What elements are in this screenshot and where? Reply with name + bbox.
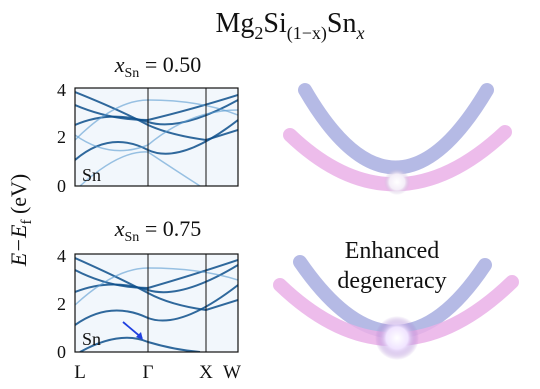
- y-tick-label: 4: [57, 80, 66, 100]
- y-tick-label: 2: [57, 127, 66, 147]
- label-sub: Sn: [125, 230, 140, 245]
- band-structure: [75, 88, 238, 186]
- y-axis-label: E−Ef (eV): [6, 174, 35, 268]
- x-tick-label: W: [223, 362, 241, 383]
- title-part: Si: [263, 8, 287, 39]
- y-tick-label: 0: [57, 176, 66, 196]
- x-tick-label: L: [74, 362, 86, 383]
- tubes-top: [283, 83, 512, 195]
- title-sub: x: [355, 23, 364, 43]
- y-tick-label: 2: [57, 294, 66, 314]
- label-sub: Sn: [125, 66, 140, 81]
- label-sub: f: [19, 220, 35, 225]
- label-part: E−E: [6, 224, 31, 267]
- panel-label: xSn = 0.50: [114, 52, 201, 81]
- band-structure: [75, 254, 238, 352]
- y-tick-label: 0: [57, 342, 66, 362]
- title-part: Sn: [327, 8, 357, 39]
- inner-label: Sn: [82, 165, 101, 185]
- label-part: (eV): [6, 174, 31, 220]
- label-part: x: [114, 52, 125, 77]
- label-part: = 0.75: [139, 216, 201, 241]
- tubes-bottom: [273, 255, 519, 360]
- title-sub: (1−x): [287, 23, 327, 44]
- annotation: Enhanced: [345, 238, 440, 264]
- title: Mg2Si(1−x)Snx: [216, 8, 365, 44]
- title-sub: 2: [254, 23, 263, 43]
- inner-label: Sn: [82, 329, 101, 349]
- title-part: Mg: [216, 8, 255, 39]
- label-part: x: [114, 216, 125, 241]
- x-tick-label: X: [199, 362, 213, 383]
- annotation: degeneracy: [337, 268, 446, 294]
- x-tick-label: Γ: [143, 362, 154, 383]
- y-tick-label: 4: [57, 246, 66, 266]
- label-part: = 0.50: [139, 52, 201, 77]
- panel-label: xSn = 0.75: [114, 216, 201, 245]
